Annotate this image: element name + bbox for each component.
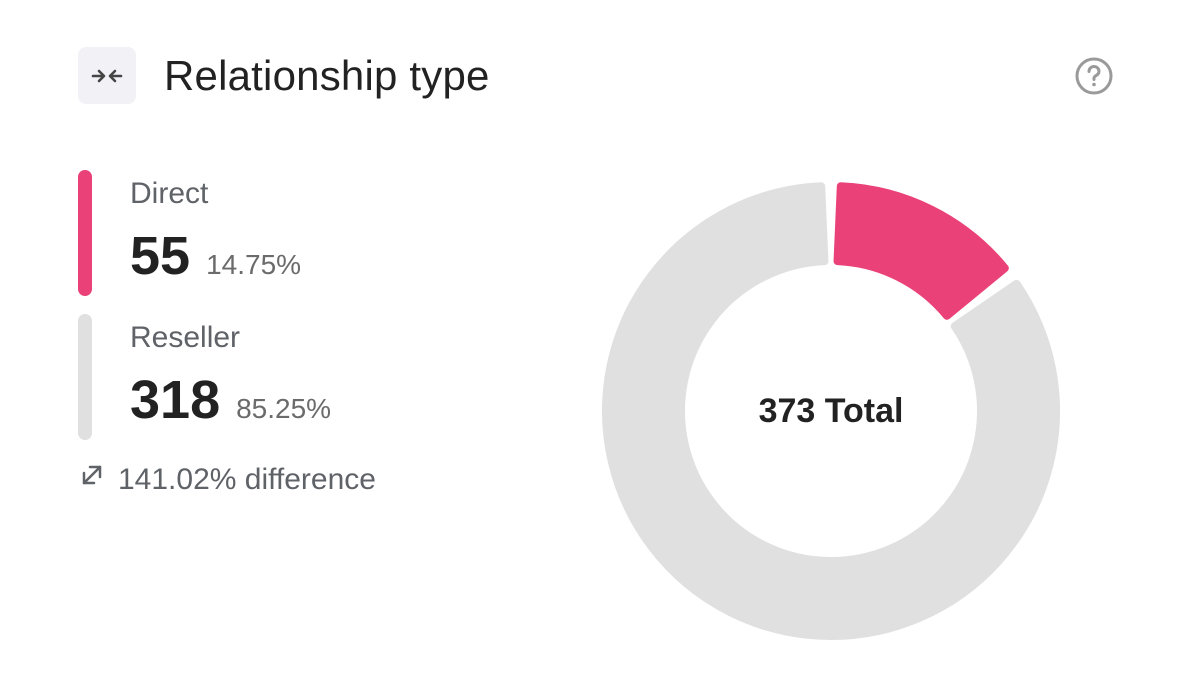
legend-label: Reseller xyxy=(130,321,241,354)
legend-item-direct: Direct 55 14.75% xyxy=(78,170,518,296)
legend-percent: 85.25% xyxy=(236,393,332,424)
legend-value-row: 318 85.25% xyxy=(130,368,331,432)
legend-percent: 14.75% xyxy=(206,249,302,280)
legend-item-reseller: Reseller 318 85.25% xyxy=(78,314,518,440)
legend-count: 318 xyxy=(130,370,221,430)
diagonal-expand-icon xyxy=(78,460,106,500)
legend-label: Direct xyxy=(130,177,209,210)
donut-chart-svg xyxy=(602,182,1060,640)
legend-color-bar-direct xyxy=(78,170,92,296)
legend-color-bar-reseller xyxy=(78,314,92,440)
difference-text: 141.02% difference xyxy=(118,463,376,496)
compare-arrows-icon xyxy=(78,47,136,104)
donut-chart: 373 Total xyxy=(600,180,1062,642)
legend-value-row: 55 14.75% xyxy=(130,224,301,288)
card-title: Relationship type xyxy=(164,52,490,99)
legend-count: 55 xyxy=(130,226,191,286)
donut-center-total: 373 Total xyxy=(758,391,904,430)
difference-summary: 141.02% difference xyxy=(78,460,376,500)
donut-slice-direct xyxy=(833,182,1009,320)
donut-slice-reseller xyxy=(602,182,1060,640)
help-circle-icon[interactable] xyxy=(1074,56,1114,96)
